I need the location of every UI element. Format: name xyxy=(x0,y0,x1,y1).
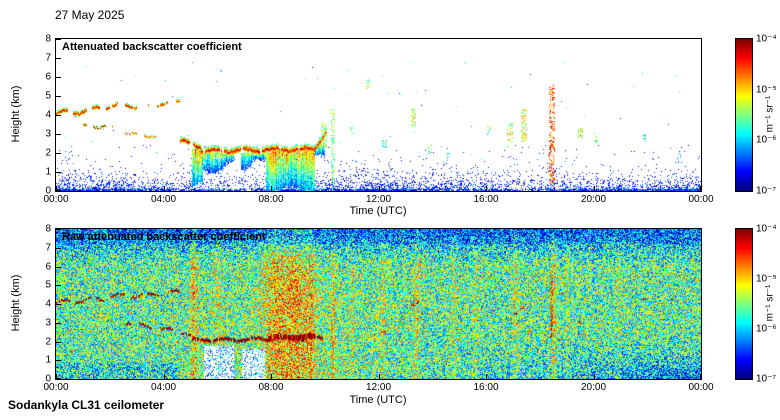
colorbar-tick-label: 10⁻⁵ xyxy=(756,84,777,96)
y-tick xyxy=(56,190,61,191)
x-tick xyxy=(378,186,380,191)
y-tick-label: 5 xyxy=(45,90,51,102)
y-tick-label: 2 xyxy=(45,336,51,347)
y-tick-label: 6 xyxy=(45,261,51,272)
y-tick xyxy=(56,58,61,59)
y-tick-label: 8 xyxy=(45,33,51,45)
y-tick-label: 7 xyxy=(45,242,51,254)
x-tick-label: 20:00 xyxy=(580,382,607,393)
colorbar-bottom xyxy=(735,228,753,380)
x-tick xyxy=(593,186,595,191)
y-tick xyxy=(56,341,61,343)
x-tick-label: 20:00 xyxy=(580,194,607,205)
x-tick-label: 00:00 xyxy=(688,194,714,205)
x-tick xyxy=(378,374,380,379)
y-tick xyxy=(56,229,61,230)
raw-backscatter-panel: Raw attenuated backscatter coefficient xyxy=(55,228,702,380)
backscatter-heatmap xyxy=(56,39,701,191)
y-tick-label: 4 xyxy=(45,298,51,310)
colorbar-tick-label: 10⁻⁷ xyxy=(756,185,777,197)
y-tick xyxy=(56,378,61,379)
x-tick xyxy=(700,186,701,191)
y-tick xyxy=(56,304,61,305)
colorbar-tick-label: 10⁻⁷ xyxy=(756,373,777,385)
x-tick-label: 16:00 xyxy=(473,194,499,205)
x-tick-label: 04:00 xyxy=(150,194,177,205)
y-tick xyxy=(56,360,61,362)
y-tick-label: 3 xyxy=(45,128,51,140)
y-tick-label: 3 xyxy=(45,317,51,329)
x-axis-label-top: Time (UTC) xyxy=(349,205,407,217)
colorbar-tick-label: 10⁻⁵ xyxy=(756,273,777,285)
x-tick-label: 00:00 xyxy=(43,382,69,393)
y-tick xyxy=(56,266,61,268)
x-tick-label: 08:00 xyxy=(258,382,284,393)
x-tick xyxy=(56,186,57,191)
y-tick-label: 0 xyxy=(45,185,51,197)
backscatter-panel: Attenuated backscatter coefficient xyxy=(55,38,702,192)
y-tick xyxy=(56,322,61,324)
x-axis-label-bottom: Time (UTC) xyxy=(349,394,407,406)
x-tick xyxy=(271,186,272,191)
y-tick xyxy=(56,285,61,287)
x-tick xyxy=(163,374,165,379)
station-label: Sodankyla CL31 ceilometer xyxy=(8,398,165,412)
y-tick-label: 8 xyxy=(45,223,51,235)
x-tick xyxy=(271,374,272,379)
raw-backscatter-heatmap xyxy=(56,229,701,379)
y-axis-label-top: Height (km) xyxy=(10,85,22,143)
x-tick xyxy=(56,374,57,379)
x-tick xyxy=(163,186,165,191)
colorbar-tick-label: 10⁻⁴ xyxy=(756,223,777,235)
x-tick xyxy=(486,186,487,191)
x-tick-label: 00:00 xyxy=(688,382,714,393)
x-tick-label: 12:00 xyxy=(365,382,392,393)
x-tick-label: 16:00 xyxy=(473,382,499,393)
y-tick xyxy=(56,172,61,173)
colorbar-unit-bottom: m⁻¹ sr⁻¹ xyxy=(764,284,776,322)
y-tick-label: 4 xyxy=(45,109,51,121)
x-tick xyxy=(700,374,701,379)
x-tick-label: 12:00 xyxy=(365,194,392,205)
colorbar-top xyxy=(735,38,753,192)
x-tick-label: 00:00 xyxy=(43,194,69,205)
y-tick-label: 5 xyxy=(45,279,51,291)
colorbar-tick-label: 10⁻⁶ xyxy=(756,134,777,146)
x-tick-label: 04:00 xyxy=(150,382,177,393)
panel-title-raw-backscatter: Raw attenuated backscatter coefficient xyxy=(62,231,266,243)
y-tick-label: 1 xyxy=(45,354,51,366)
y-tick xyxy=(56,96,61,97)
x-tick-label: 08:00 xyxy=(258,194,284,205)
y-tick xyxy=(56,247,61,249)
y-axis-label-bottom: Height (km) xyxy=(10,274,22,332)
y-tick-label: 7 xyxy=(45,52,51,64)
y-tick-label: 0 xyxy=(45,373,51,385)
y-tick xyxy=(56,77,61,78)
y-tick xyxy=(56,115,61,116)
panel-title-backscatter: Attenuated backscatter coefficient xyxy=(62,41,242,53)
x-tick xyxy=(486,374,487,379)
x-tick xyxy=(593,374,595,379)
y-tick-label: 1 xyxy=(45,166,51,178)
colorbar-tick-label: 10⁻⁴ xyxy=(756,33,777,45)
y-tick xyxy=(56,134,61,135)
y-tick-label: 6 xyxy=(45,71,51,83)
colorbar-tick-label: 10⁻⁶ xyxy=(756,323,777,335)
y-tick xyxy=(56,39,61,40)
y-tick-label: 2 xyxy=(45,147,51,159)
y-tick xyxy=(56,153,61,154)
colorbar-unit-top: m⁻¹ sr⁻¹ xyxy=(764,95,776,133)
date-label: 27 May 2025 xyxy=(55,8,125,22)
